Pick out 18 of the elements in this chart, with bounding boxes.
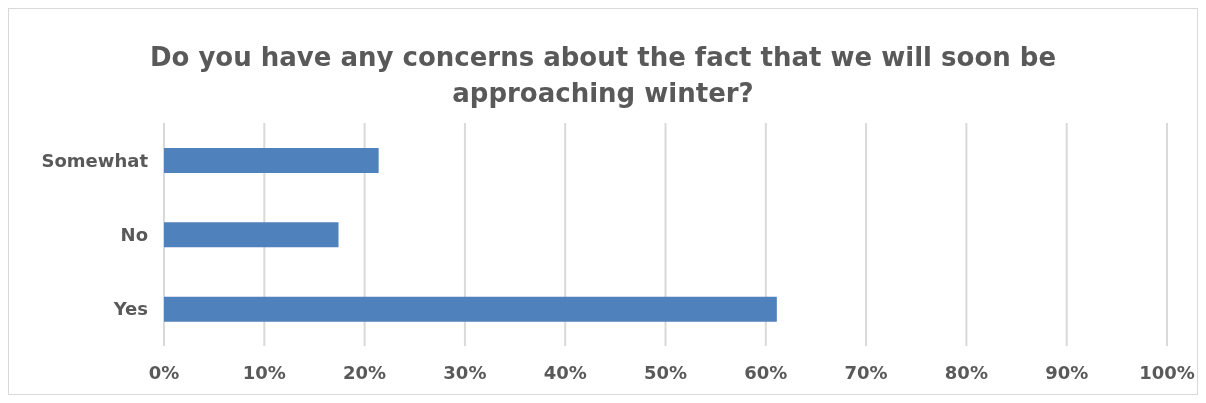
y-tick-label: Somewhat (41, 149, 149, 171)
x-tick-label: 70% (844, 361, 888, 383)
bar (164, 296, 777, 322)
chart-title: Do you have any concerns about the fact that we will soon be approaching winter? (148, 41, 1058, 110)
x-tick-label: 50% (643, 361, 688, 383)
x-tick-label: 100% (1139, 361, 1195, 383)
x-tick-label: 0% (148, 361, 180, 383)
bar (164, 222, 339, 248)
y-tick-label: Yes (112, 298, 148, 320)
bar (164, 148, 379, 173)
x-tick-label: 40% (543, 361, 587, 383)
x-tick-label: 60% (744, 361, 788, 383)
y-tick-label: No (120, 223, 148, 245)
x-tick-label: 90% (1045, 361, 1089, 383)
x-tick-label: 80% (944, 361, 988, 383)
x-tick-label: 30% (443, 361, 487, 383)
x-tick-label: 10% (242, 361, 286, 383)
x-tick-label: 20% (343, 361, 387, 383)
